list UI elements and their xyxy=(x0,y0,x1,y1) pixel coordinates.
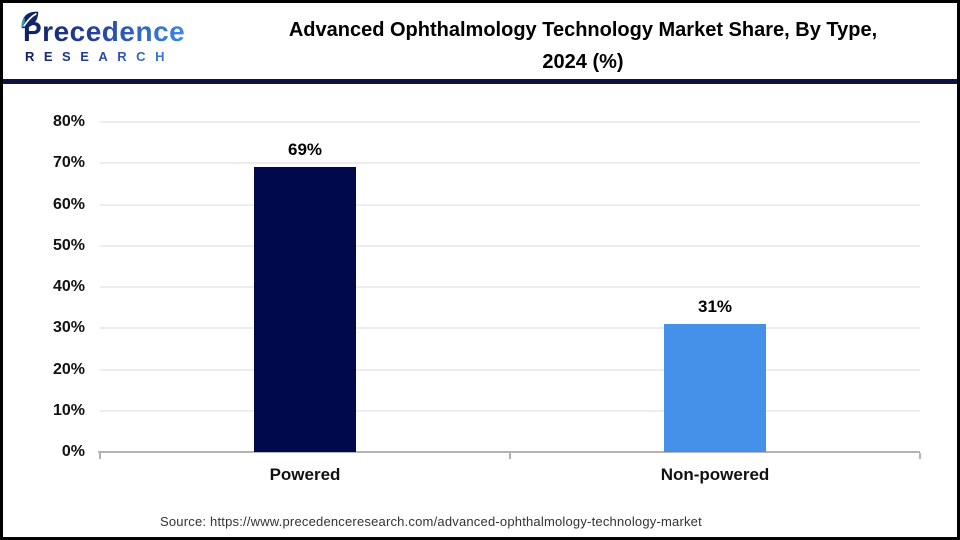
leaf-icon xyxy=(21,11,39,29)
y-axis-tick-label: 50% xyxy=(52,236,85,254)
y-axis-tick-label: 20% xyxy=(52,360,85,378)
x-axis-line xyxy=(98,451,920,453)
y-axis-tick-label: 40% xyxy=(52,278,85,295)
y-axis-tick-label: 80% xyxy=(52,113,85,130)
chart-title-line2: 2024 (%) xyxy=(542,51,624,73)
header: Precedence RESEARCH Advanced Ophthalmolo… xyxy=(3,3,957,79)
brand-name: Precedence xyxy=(23,16,186,47)
plot-area: 69% 31% xyxy=(98,121,921,459)
gridline xyxy=(100,409,920,412)
y-axis-tick-label: 0% xyxy=(61,443,85,460)
gridline xyxy=(100,121,920,123)
axis-tick xyxy=(919,453,921,459)
brand-logo: Precedence RESEARCH xyxy=(21,11,186,64)
y-axis-tick-label: 60% xyxy=(52,195,85,213)
gridline xyxy=(100,286,920,288)
gridline xyxy=(100,327,920,330)
bar-non-powered xyxy=(664,324,766,452)
y-axis-tick-label: 70% xyxy=(52,154,85,172)
brand-wordmark: Precedence xyxy=(21,11,186,48)
gridline xyxy=(100,162,920,165)
brand-subtitle: RESEARCH xyxy=(21,49,185,64)
axis-tick xyxy=(509,453,511,459)
x-axis-labels: Powered Non-powered xyxy=(100,465,920,489)
y-axis-labels: 0% 10% 20% 30% 40% 50% 60% 70% 80% xyxy=(3,113,85,460)
y-axis-tick-label: 10% xyxy=(52,401,85,419)
chart-title-line1: Advanced Ophthalmology Technology Market… xyxy=(288,19,878,41)
bar-powered xyxy=(254,167,356,452)
chart-title: Advanced Ophthalmology Technology Market… xyxy=(223,14,943,78)
x-axis-label-non-powered: Non-powered xyxy=(660,465,770,484)
header-separator xyxy=(3,79,957,84)
gridline xyxy=(100,368,920,371)
gridline xyxy=(100,203,920,206)
source-citation: Source: https://www.precedenceresearch.c… xyxy=(160,514,702,529)
y-axis-tick-label: 30% xyxy=(52,319,85,337)
x-axis-label-powered: Powered xyxy=(269,465,341,484)
bar-value-label-powered: 69% xyxy=(287,140,323,160)
axis-tick xyxy=(99,453,101,459)
gridline xyxy=(100,244,920,247)
bar-value-label-non-powered: 31% xyxy=(697,297,733,317)
